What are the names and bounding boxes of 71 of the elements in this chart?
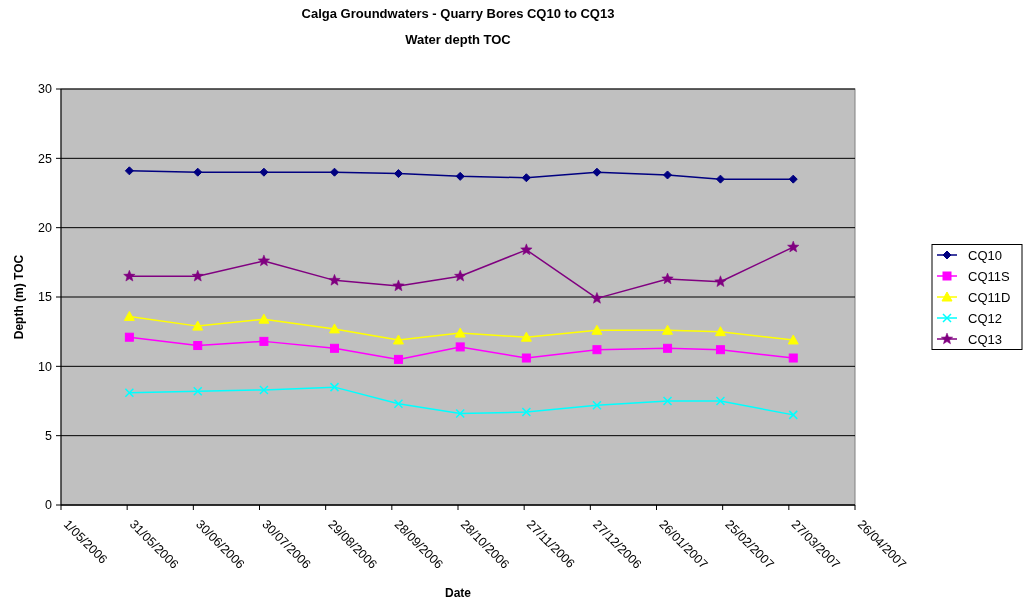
point [521,353,531,363]
point [192,320,204,331]
point [455,342,465,352]
point [520,331,532,342]
point [392,334,404,345]
point [329,167,339,177]
point [715,396,726,406]
point [662,324,674,335]
point [788,410,798,420]
y-tick-label: 25 [38,151,53,166]
y-tick-label: 5 [45,429,53,444]
point [257,254,270,267]
point [662,396,673,406]
point [123,269,136,282]
point [124,166,134,176]
point [259,336,269,346]
chart-subtitle: Water depth TOC [405,32,512,47]
point [788,353,798,363]
point [663,170,673,180]
y-tick-label: 15 [38,290,53,305]
point [455,408,465,419]
point [661,272,674,285]
point [590,292,603,304]
point [124,387,135,398]
point [714,326,726,337]
point [124,332,134,342]
y-tick-label: 30 [38,82,53,97]
y-tick-label: 20 [38,221,53,236]
point [393,354,403,364]
legend-label: CQ11D [968,289,1011,305]
point [454,327,466,338]
point [123,310,135,321]
x-axis-title: Date [444,586,472,600]
y-tick-label: 10 [38,359,53,374]
point [521,173,531,183]
point [393,169,403,179]
point [392,279,405,292]
y-axis-title: Depth (m) TOC [12,254,26,340]
point [328,274,341,286]
point [521,407,532,417]
point [259,385,269,395]
point [455,171,465,181]
point [191,269,204,282]
point [192,386,203,397]
point [715,174,725,184]
point [591,324,603,335]
point [592,167,602,177]
point [258,313,270,324]
point [193,167,203,177]
legend-label: CQ11S [968,268,1010,284]
legend-label: CQ13 [968,331,1002,347]
point [714,275,727,287]
point [788,174,798,184]
legend-label: CQ10 [968,247,1002,263]
point [329,343,339,353]
point [193,341,203,351]
point [787,334,799,345]
chart-title: Calga Groundwaters - Quarry Bores CQ10 to CQ13 [301,6,615,21]
point [393,399,404,409]
point [520,243,533,255]
legend-label: CQ12 [968,310,1002,326]
y-tick-label: 0 [45,498,53,513]
point [787,240,800,253]
point [328,323,340,334]
point [329,382,340,392]
point [259,167,269,177]
point [592,400,602,410]
point [592,345,602,355]
point [663,343,673,353]
point [454,269,467,282]
point [715,345,725,355]
